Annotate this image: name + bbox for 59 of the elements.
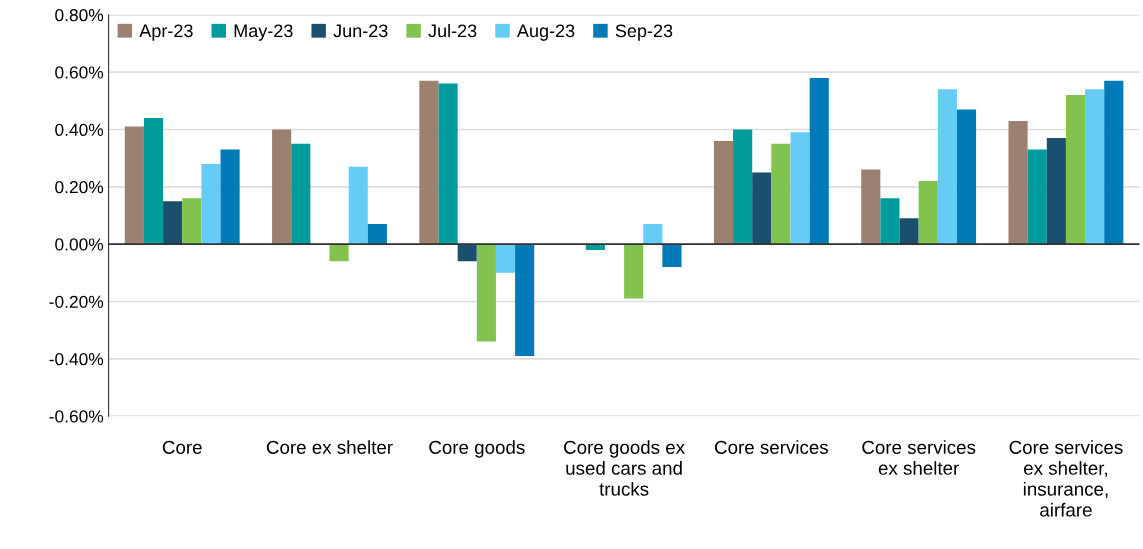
legend-label: May-23 — [234, 24, 293, 41]
legend-label: Sep-23 — [615, 24, 673, 41]
y-tick-label: -0.40% — [49, 352, 104, 366]
bar — [476, 244, 496, 342]
x-tick-label: Core services — [715, 440, 828, 454]
bar — [713, 140, 734, 245]
legend-label: Jul-23 — [428, 23, 477, 38]
bar — [733, 129, 753, 245]
y-tick-label: -0.60% — [49, 410, 104, 423]
x-tick-label: Core goods ex used cars and trucks — [564, 440, 685, 496]
bar — [220, 149, 240, 245]
bar — [918, 181, 938, 245]
bar — [457, 244, 477, 262]
bar — [348, 166, 368, 245]
y-tick-label: 0.80% — [55, 8, 104, 22]
bar — [880, 198, 900, 245]
bar — [956, 109, 977, 245]
bar — [809, 77, 829, 245]
legend-label: Apr-23 — [139, 24, 193, 41]
bar — [163, 201, 183, 245]
bar — [1085, 89, 1105, 245]
bar — [419, 80, 439, 245]
bar — [367, 224, 387, 245]
bar — [1008, 120, 1028, 245]
y-tick-label: 0.40% — [55, 123, 104, 136]
bar — [771, 143, 791, 245]
legend-label: Jun-23 — [333, 24, 388, 38]
y-tick-label: -0.20% — [49, 295, 104, 308]
bar — [329, 244, 349, 262]
bar — [124, 126, 144, 245]
y-tick-label: 0.20% — [55, 180, 104, 194]
bar — [1027, 149, 1047, 245]
x-tick-label: Core ex shelter — [266, 440, 393, 454]
bar — [662, 244, 682, 268]
bar — [624, 244, 644, 299]
bar — [201, 163, 221, 245]
bar — [143, 118, 164, 245]
bar — [1104, 80, 1124, 245]
bar — [643, 224, 663, 245]
bar — [515, 244, 535, 356]
bar — [495, 244, 516, 273]
bar — [291, 143, 311, 245]
legend-label: Aug-23 — [516, 24, 575, 41]
bar — [899, 218, 919, 245]
bar — [861, 169, 881, 245]
bar — [1065, 95, 1086, 245]
bar — [182, 198, 202, 245]
bar — [790, 132, 810, 245]
x-tick-label: Core — [162, 440, 202, 454]
bar — [438, 83, 458, 245]
x-tick-label: Core services ex shelter, insurance, airfare — [1009, 440, 1123, 517]
bar — [272, 129, 292, 245]
bar — [1046, 138, 1066, 245]
x-tick-label: Core services ex shelter — [862, 440, 976, 475]
y-tick-label: 0.60% — [55, 66, 104, 79]
y-tick-label: 0.00% — [55, 238, 104, 251]
bar — [937, 89, 957, 245]
x-tick-label: Core goods — [429, 440, 525, 458]
bar — [752, 172, 772, 245]
